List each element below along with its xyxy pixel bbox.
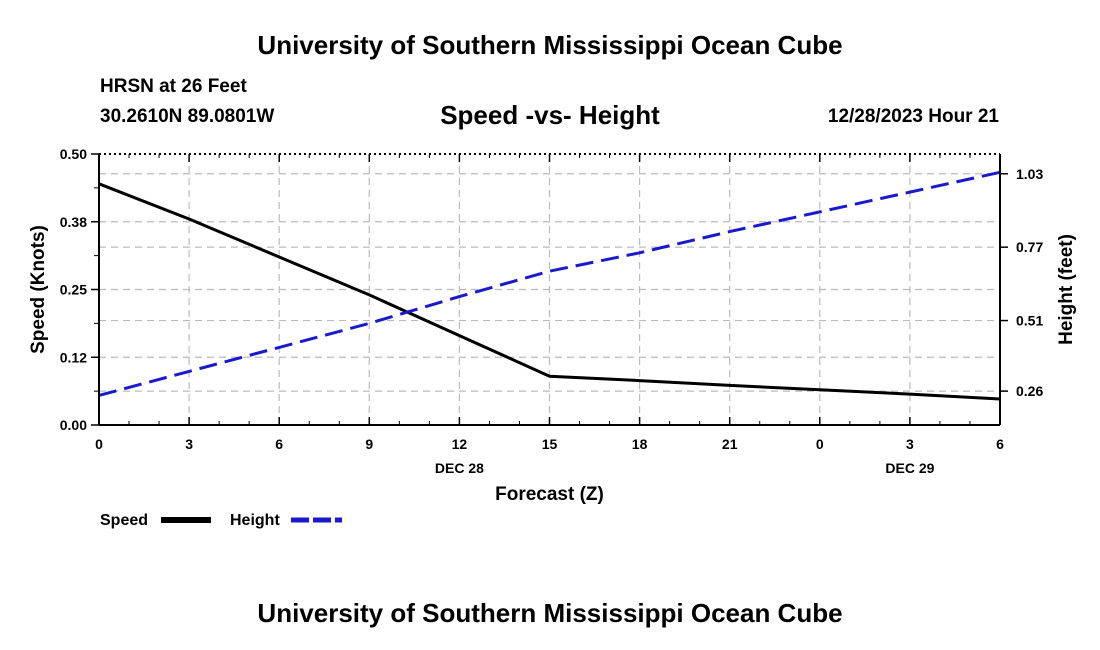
legend-label-height: Height xyxy=(230,512,280,529)
x-date-label: DEC 28 xyxy=(435,460,484,476)
x-tick-label: 6 xyxy=(996,436,1004,452)
y-tick-label: 0.50 xyxy=(60,146,87,162)
x-tick-label: 9 xyxy=(365,436,373,452)
y-tick-label: 0.38 xyxy=(60,214,87,230)
x-tick-label: 3 xyxy=(185,436,193,452)
x-axis-title: Forecast (Z) xyxy=(495,484,604,505)
y2-tick-label: 1.03 xyxy=(1016,166,1043,182)
station-label: HRSN at 26 Feet xyxy=(100,76,247,97)
axis-labels: 0 3 6 9 12 15 18 21 0 3 6 DEC 28 DEC 29 Forecast (Z) 0… xyxy=(28,146,1077,505)
x-date-label: DEC 29 xyxy=(885,460,934,476)
x-tick-label: 15 xyxy=(542,436,558,452)
legend-label-speed: Speed xyxy=(100,512,148,529)
legend: Speed Height xyxy=(100,512,342,529)
chart-title: University of Southern Mississippi Ocean… xyxy=(257,30,843,60)
y-tick-label: 0.25 xyxy=(60,282,87,298)
footer-title: University of Southern Mississippi Ocean… xyxy=(257,598,843,628)
forecast-datetime: 12/28/2023 Hour 21 xyxy=(827,106,999,127)
y-tick-label: 0.12 xyxy=(60,349,87,365)
x-tick-label: 0 xyxy=(816,436,824,452)
x-tick-label: 3 xyxy=(906,436,914,452)
y-axis-title: Speed (Knots) xyxy=(28,225,49,354)
series-lines xyxy=(98,170,1001,401)
x-tick-label: 12 xyxy=(452,436,468,452)
axes xyxy=(91,153,1008,426)
speed-series-line xyxy=(98,182,1001,401)
y2-tick-label: 0.26 xyxy=(1016,383,1043,399)
x-tick-label: 0 xyxy=(95,436,103,452)
x-tick-label: 6 xyxy=(275,436,283,452)
x-tick-label: 21 xyxy=(722,436,738,452)
y2-tick-label: 0.77 xyxy=(1016,239,1043,255)
grid xyxy=(99,154,1000,425)
chart-subtitle: Speed -vs- Height xyxy=(440,100,660,130)
x-tick-label: 18 xyxy=(632,436,648,452)
station-coordinates: 30.2610N 89.0801W xyxy=(100,106,275,127)
y-tick-label: 0.00 xyxy=(60,417,87,433)
y2-axis-title: Height (feet) xyxy=(1056,234,1077,345)
y2-tick-label: 0.51 xyxy=(1016,313,1043,329)
